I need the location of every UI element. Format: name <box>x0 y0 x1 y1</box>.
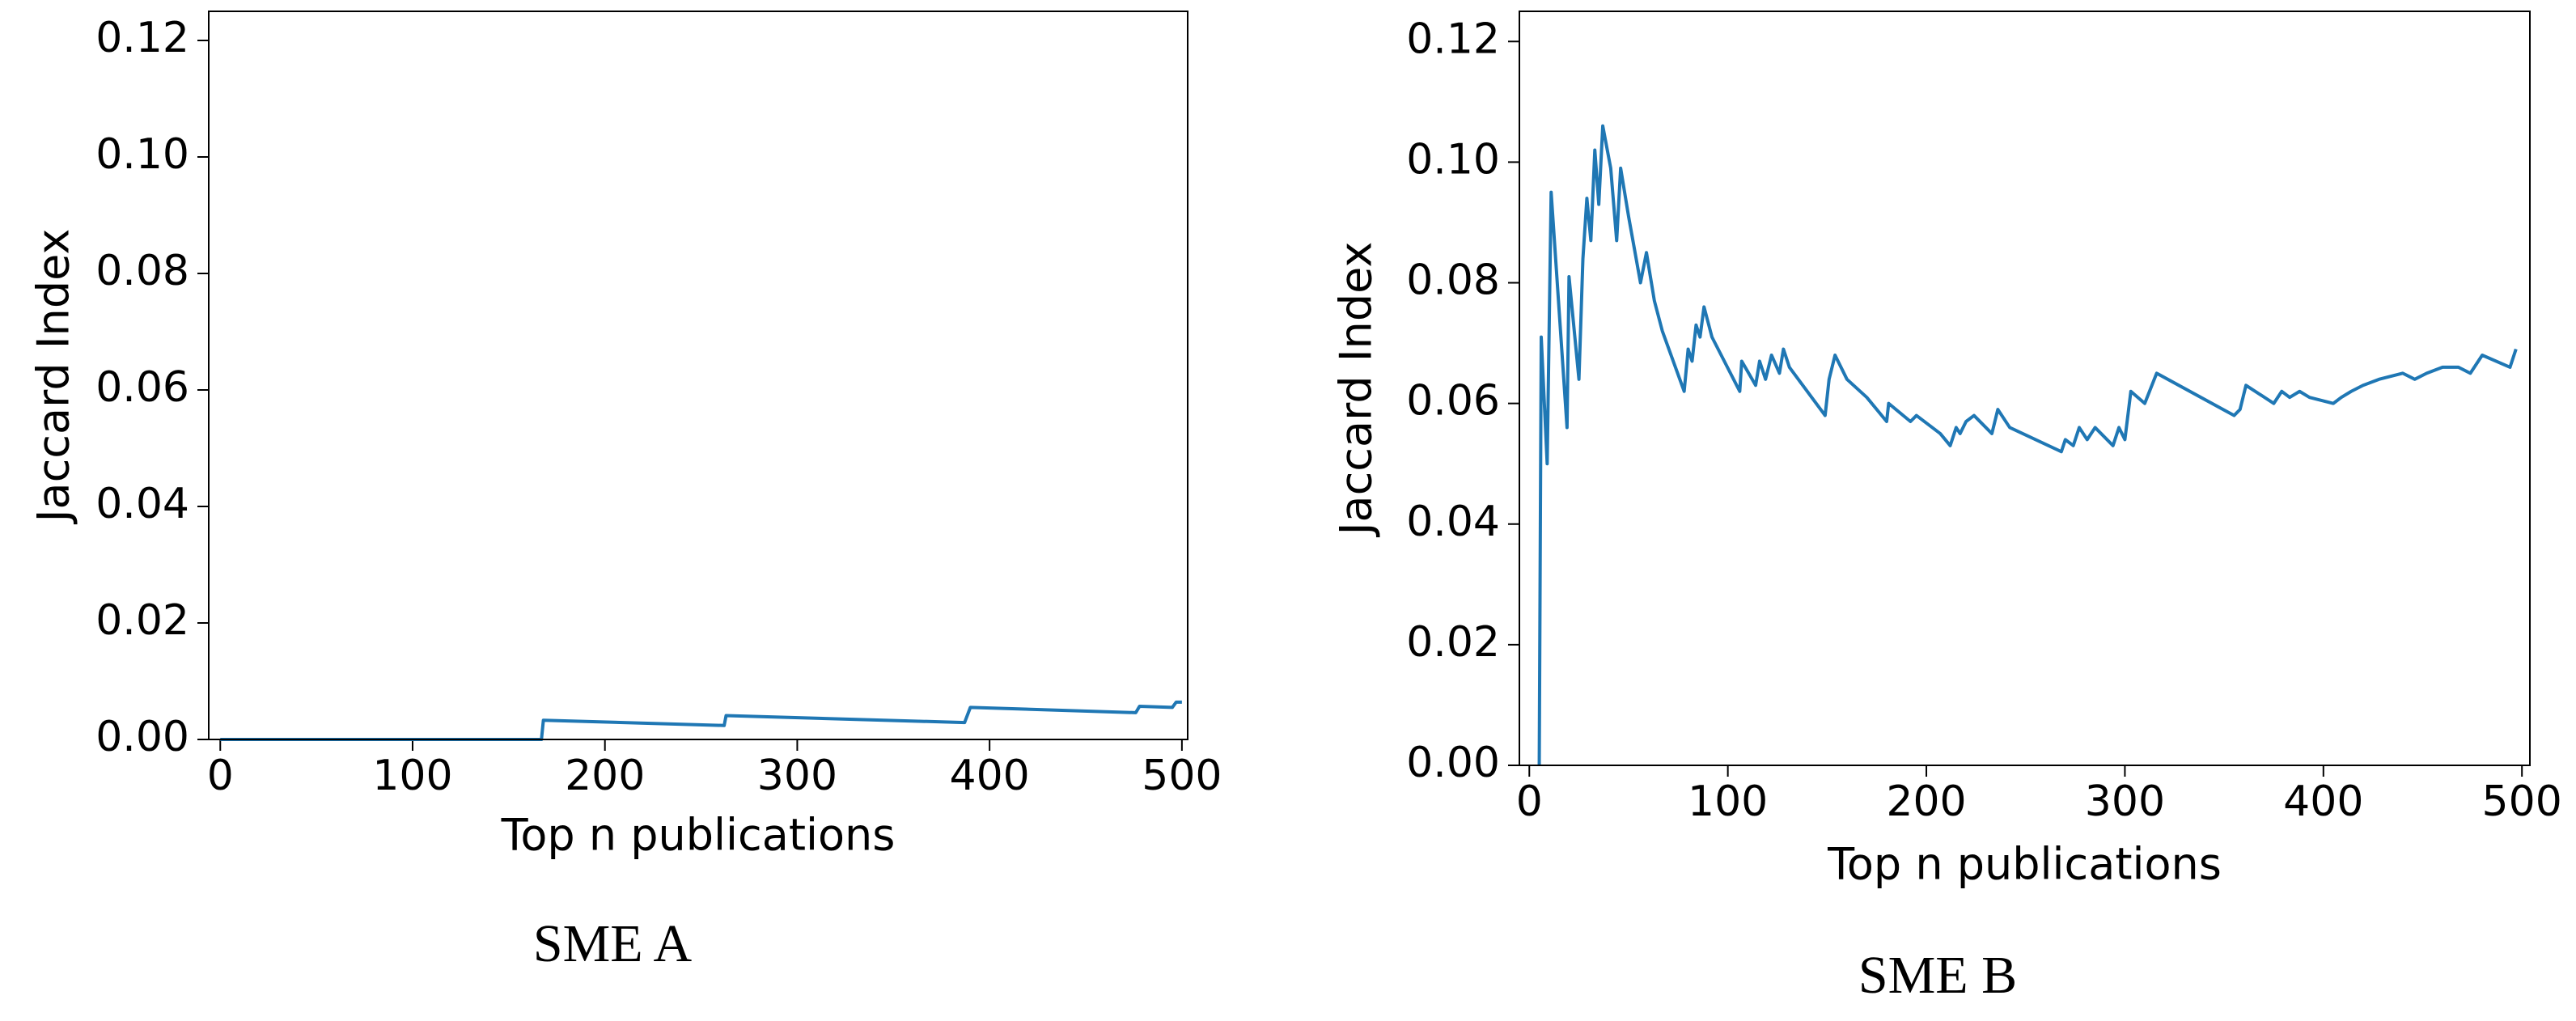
x-tick-label: 0 <box>207 752 234 800</box>
plot-frame <box>1519 11 2531 766</box>
y-tick-label: 0.06 <box>1406 377 1500 426</box>
line-series <box>220 700 1182 741</box>
chart-caption: SME A <box>533 914 693 973</box>
y-axis-label: Jaccard Index <box>1331 242 1382 538</box>
y-tick-label: 0.02 <box>1406 618 1500 667</box>
y-tick-label: 0.06 <box>95 363 189 412</box>
x-tick-label: 400 <box>2283 777 2363 826</box>
x-tick-label: 100 <box>372 752 452 800</box>
chart-caption: SME B <box>1858 946 2017 1005</box>
x-tick-label: 300 <box>2085 777 2165 826</box>
y-tick-label: 0.04 <box>1406 498 1500 546</box>
y-tick-label: 0.04 <box>95 480 189 528</box>
y-tick-label: 0.12 <box>95 14 189 62</box>
x-tick-label: 200 <box>1886 777 1966 826</box>
x-tick-label: 0 <box>1516 777 1543 826</box>
x-tick-label: 400 <box>950 752 1030 800</box>
x-axis-label: Top n publications <box>501 810 896 861</box>
x-axis-label: Top n publications <box>1827 839 2222 890</box>
y-axis-label: Jaccard Index <box>28 229 79 525</box>
y-tick-label: 0.12 <box>1406 15 1500 63</box>
plot-frame <box>208 11 1188 740</box>
y-tick-label: 0.10 <box>95 130 189 179</box>
x-tick-label: 300 <box>757 752 837 800</box>
y-tick-label: 0.02 <box>95 596 189 645</box>
line-series <box>1537 124 2518 766</box>
x-tick-label: 100 <box>1688 777 1768 826</box>
x-tick-label: 500 <box>2482 777 2562 826</box>
x-tick-label: 200 <box>565 752 645 800</box>
y-tick-label: 0.00 <box>1406 739 1500 787</box>
y-tick-label: 0.08 <box>95 247 189 295</box>
y-tick-label: 0.10 <box>1406 135 1500 184</box>
y-tick-label: 0.08 <box>1406 256 1500 305</box>
x-tick-label: 500 <box>1142 752 1222 800</box>
y-tick-label: 0.00 <box>95 713 189 761</box>
